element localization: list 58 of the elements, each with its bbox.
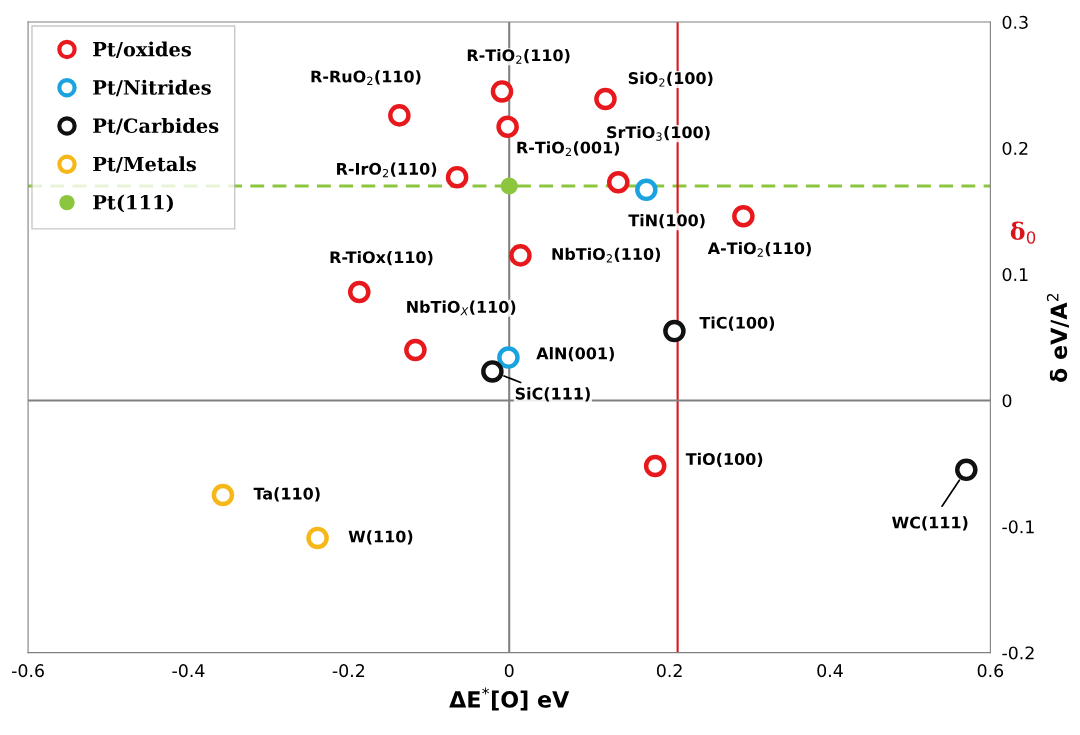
annotation: Ta(110): [253, 487, 320, 502]
ref-line-label: δ$_{0}$: [1010, 221, 1036, 244]
annotation: WC(111): [892, 516, 968, 531]
annotation: SrTiO$_{3}$(100): [607, 125, 710, 141]
point: [388, 104, 411, 127]
annotation: W(110): [348, 530, 413, 545]
annotation: SiO$_{2}$(100): [628, 71, 713, 87]
legend-label: Pt/oxides: [93, 41, 192, 59]
annotation: TiO(100): [685, 452, 763, 467]
point: [445, 165, 469, 189]
annotation: R-RuO$_{2}$(110): [311, 70, 421, 85]
annotation: A-TiO$_{2}$(110): [707, 241, 811, 257]
point: [663, 319, 686, 343]
annotation: R-TiO$_{2}$(110): [467, 48, 570, 64]
y-tick-label: 0.1: [1002, 268, 1028, 282]
point: [496, 115, 519, 139]
x-tick-label: -0.4: [172, 664, 205, 678]
annotation: TiN(100): [628, 214, 705, 229]
point: [490, 80, 514, 103]
point: [497, 346, 520, 369]
legend-label: Pt/Carbides: [93, 118, 219, 135]
point: [509, 244, 532, 267]
point: [635, 178, 658, 202]
y-tick-label: 0: [1002, 394, 1012, 408]
x-tick-label: -0.6: [11, 664, 44, 678]
point: [306, 526, 329, 550]
point: [732, 205, 755, 228]
point: [211, 483, 235, 507]
point: [607, 170, 630, 194]
point: [347, 280, 371, 304]
annotation: TiC(100): [699, 316, 775, 331]
annotation: R-TiO$_{2}$(001): [517, 141, 620, 156]
annotation: AlN(001): [536, 347, 614, 362]
point: [404, 338, 427, 362]
point: [955, 458, 978, 482]
x-tick-label: 0.4: [817, 664, 843, 678]
annotation: NbTiO$_{2}$(110): [552, 247, 661, 263]
y-tick-label: -0.1: [1002, 520, 1034, 534]
point: [500, 177, 518, 195]
legend-label: Pt/Nitrides: [93, 79, 211, 97]
legend-label: Pt(111): [93, 194, 173, 213]
y-tick-label: 0.2: [1002, 141, 1028, 156]
x-axis-title: ΔE$^{*}$[O] eV: [449, 687, 570, 711]
legend-label: Pt/Metals: [93, 156, 196, 173]
x-tick-label: 0: [504, 664, 514, 678]
point: [481, 360, 504, 383]
annotation: SiC(111): [515, 387, 590, 402]
y-tick-label: 0.3: [1002, 15, 1028, 29]
annotation: R-TiOx(110): [330, 250, 433, 266]
x-tick-label: 0.6: [977, 664, 1004, 678]
annotation: NbTiO$_{X}$(110): [407, 300, 516, 316]
y-axis-title: δ eV/A$^{2}$: [1046, 293, 1069, 383]
point: [643, 454, 667, 478]
x-tick-label: 0.2: [656, 664, 682, 678]
point: [594, 87, 617, 111]
y-tick-label: -0.2: [1002, 646, 1034, 660]
annotation: R-IrO$_{2}$(110): [337, 162, 437, 178]
x-tick-label: -0.2: [332, 664, 365, 678]
